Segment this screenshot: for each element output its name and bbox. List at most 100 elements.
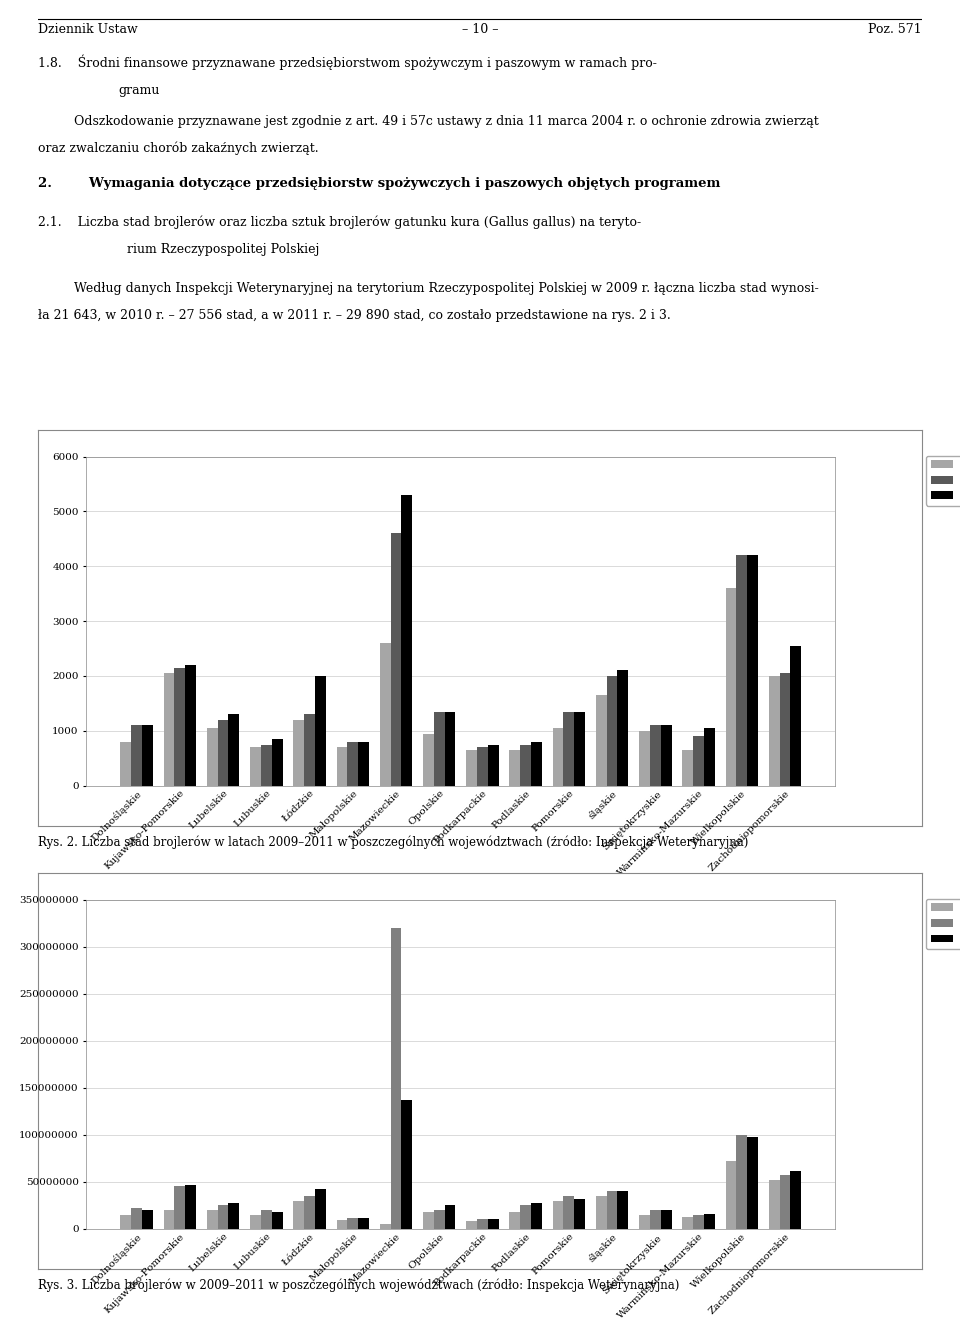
- Text: oraz zwalczaniu chorób zakaźnych zwierząt.: oraz zwalczaniu chorób zakaźnych zwierzą…: [38, 142, 319, 156]
- Bar: [639, 731, 650, 786]
- Bar: [120, 741, 132, 786]
- Text: – 10 –: – 10 –: [462, 23, 498, 36]
- Bar: [423, 1211, 434, 1229]
- Bar: [315, 676, 325, 786]
- Bar: [348, 1218, 358, 1229]
- Bar: [206, 1210, 218, 1229]
- Bar: [251, 1214, 261, 1229]
- Bar: [607, 1191, 617, 1229]
- Bar: [607, 676, 617, 786]
- Bar: [337, 747, 348, 786]
- Bar: [272, 1211, 282, 1229]
- Bar: [304, 714, 315, 786]
- Bar: [510, 1211, 520, 1229]
- Bar: [531, 741, 541, 786]
- Bar: [553, 1201, 564, 1229]
- Bar: [477, 747, 488, 786]
- Bar: [358, 1218, 369, 1229]
- Legend: 2009, 2010, 2011: 2009, 2010, 2011: [926, 455, 960, 505]
- Bar: [650, 725, 660, 786]
- Bar: [142, 725, 153, 786]
- Bar: [574, 1199, 585, 1229]
- Bar: [401, 496, 412, 786]
- Text: Rys. 2. Liczba stad brojlerów w latach 2009–2011 w poszczególnych województwach : Rys. 2. Liczba stad brojlerów w latach 2…: [38, 835, 749, 849]
- Bar: [261, 1210, 272, 1229]
- Text: 2.1.    Liczba stad brojlerów oraz liczba sztuk brojlerów gatunku kura (Gallus g: 2.1. Liczba stad brojlerów oraz liczba s…: [38, 216, 641, 230]
- Bar: [780, 1175, 790, 1229]
- Bar: [218, 1206, 228, 1229]
- Bar: [206, 728, 218, 786]
- Bar: [444, 712, 455, 786]
- Text: Rys. 3. Liczba brojlerów w 2009–2011 w poszczególnych województwach (źródło: Ins: Rys. 3. Liczba brojlerów w 2009–2011 w p…: [38, 1279, 680, 1292]
- Bar: [132, 725, 142, 786]
- Bar: [467, 1221, 477, 1229]
- Bar: [218, 720, 228, 786]
- Bar: [520, 1206, 531, 1229]
- Bar: [564, 712, 574, 786]
- Bar: [315, 1190, 325, 1229]
- Bar: [434, 712, 444, 786]
- Bar: [660, 725, 671, 786]
- Bar: [617, 670, 628, 786]
- Bar: [423, 733, 434, 786]
- Bar: [780, 673, 790, 786]
- Bar: [488, 744, 498, 786]
- Bar: [163, 1210, 175, 1229]
- Bar: [304, 1197, 315, 1229]
- Bar: [510, 749, 520, 786]
- Bar: [726, 1162, 736, 1229]
- Bar: [175, 1186, 185, 1229]
- Bar: [747, 556, 758, 786]
- Bar: [769, 1180, 780, 1229]
- Bar: [769, 676, 780, 786]
- Text: Dziennik Ustaw: Dziennik Ustaw: [38, 23, 138, 36]
- Bar: [693, 1214, 704, 1229]
- Bar: [391, 928, 401, 1229]
- Bar: [337, 1221, 348, 1229]
- Bar: [401, 1100, 412, 1229]
- Bar: [726, 588, 736, 786]
- Bar: [380, 643, 391, 786]
- Bar: [380, 1225, 391, 1229]
- Legend: 2009, 2010, 2011: 2009, 2010, 2011: [926, 898, 960, 948]
- Bar: [683, 1217, 693, 1229]
- Bar: [790, 1171, 802, 1229]
- Bar: [596, 696, 607, 786]
- Bar: [272, 739, 282, 786]
- Bar: [704, 728, 715, 786]
- Bar: [228, 714, 239, 786]
- Bar: [660, 1210, 671, 1229]
- Text: ła 21 643, w 2010 r. – 27 556 stad, a w 2011 r. – 29 890 stad, co zostało przeds: ła 21 643, w 2010 r. – 27 556 stad, a w …: [38, 309, 671, 322]
- Text: Według danych Inspekcji Weterynaryjnej na terytorium Rzeczypospolitej Polskiej w: Według danych Inspekcji Weterynaryjnej n…: [74, 282, 819, 295]
- Bar: [617, 1191, 628, 1229]
- Text: 1.8.    Środni finansowe przyznawane przedsiębiorstwom spożywczym i paszowym w r: 1.8. Środni finansowe przyznawane przeds…: [38, 54, 658, 70]
- Bar: [175, 667, 185, 786]
- Bar: [132, 1209, 142, 1229]
- Bar: [434, 1210, 444, 1229]
- Bar: [348, 741, 358, 786]
- Bar: [693, 736, 704, 786]
- Bar: [650, 1210, 660, 1229]
- Bar: [163, 673, 175, 786]
- Bar: [142, 1210, 153, 1229]
- Bar: [553, 728, 564, 786]
- Bar: [639, 1214, 650, 1229]
- Bar: [261, 744, 272, 786]
- Bar: [736, 556, 747, 786]
- Bar: [520, 744, 531, 786]
- Bar: [120, 1214, 132, 1229]
- Bar: [444, 1206, 455, 1229]
- Bar: [477, 1219, 488, 1229]
- Bar: [467, 749, 477, 786]
- Bar: [564, 1197, 574, 1229]
- Bar: [574, 712, 585, 786]
- Bar: [294, 1201, 304, 1229]
- Bar: [790, 646, 802, 786]
- Bar: [488, 1219, 498, 1229]
- Text: Odszkodowanie przyznawane jest zgodnie z art. 49 i 57c ustawy z dnia 11 marca 20: Odszkodowanie przyznawane jest zgodnie z…: [74, 114, 819, 128]
- Text: gramu: gramu: [118, 83, 159, 97]
- Bar: [358, 741, 369, 786]
- Bar: [391, 533, 401, 786]
- Text: 2.        Wymagania dotyczące przedsiębiorstw spożywczych i paszowych objętych p: 2. Wymagania dotyczące przedsiębiorstw s…: [38, 177, 721, 189]
- Bar: [185, 665, 196, 786]
